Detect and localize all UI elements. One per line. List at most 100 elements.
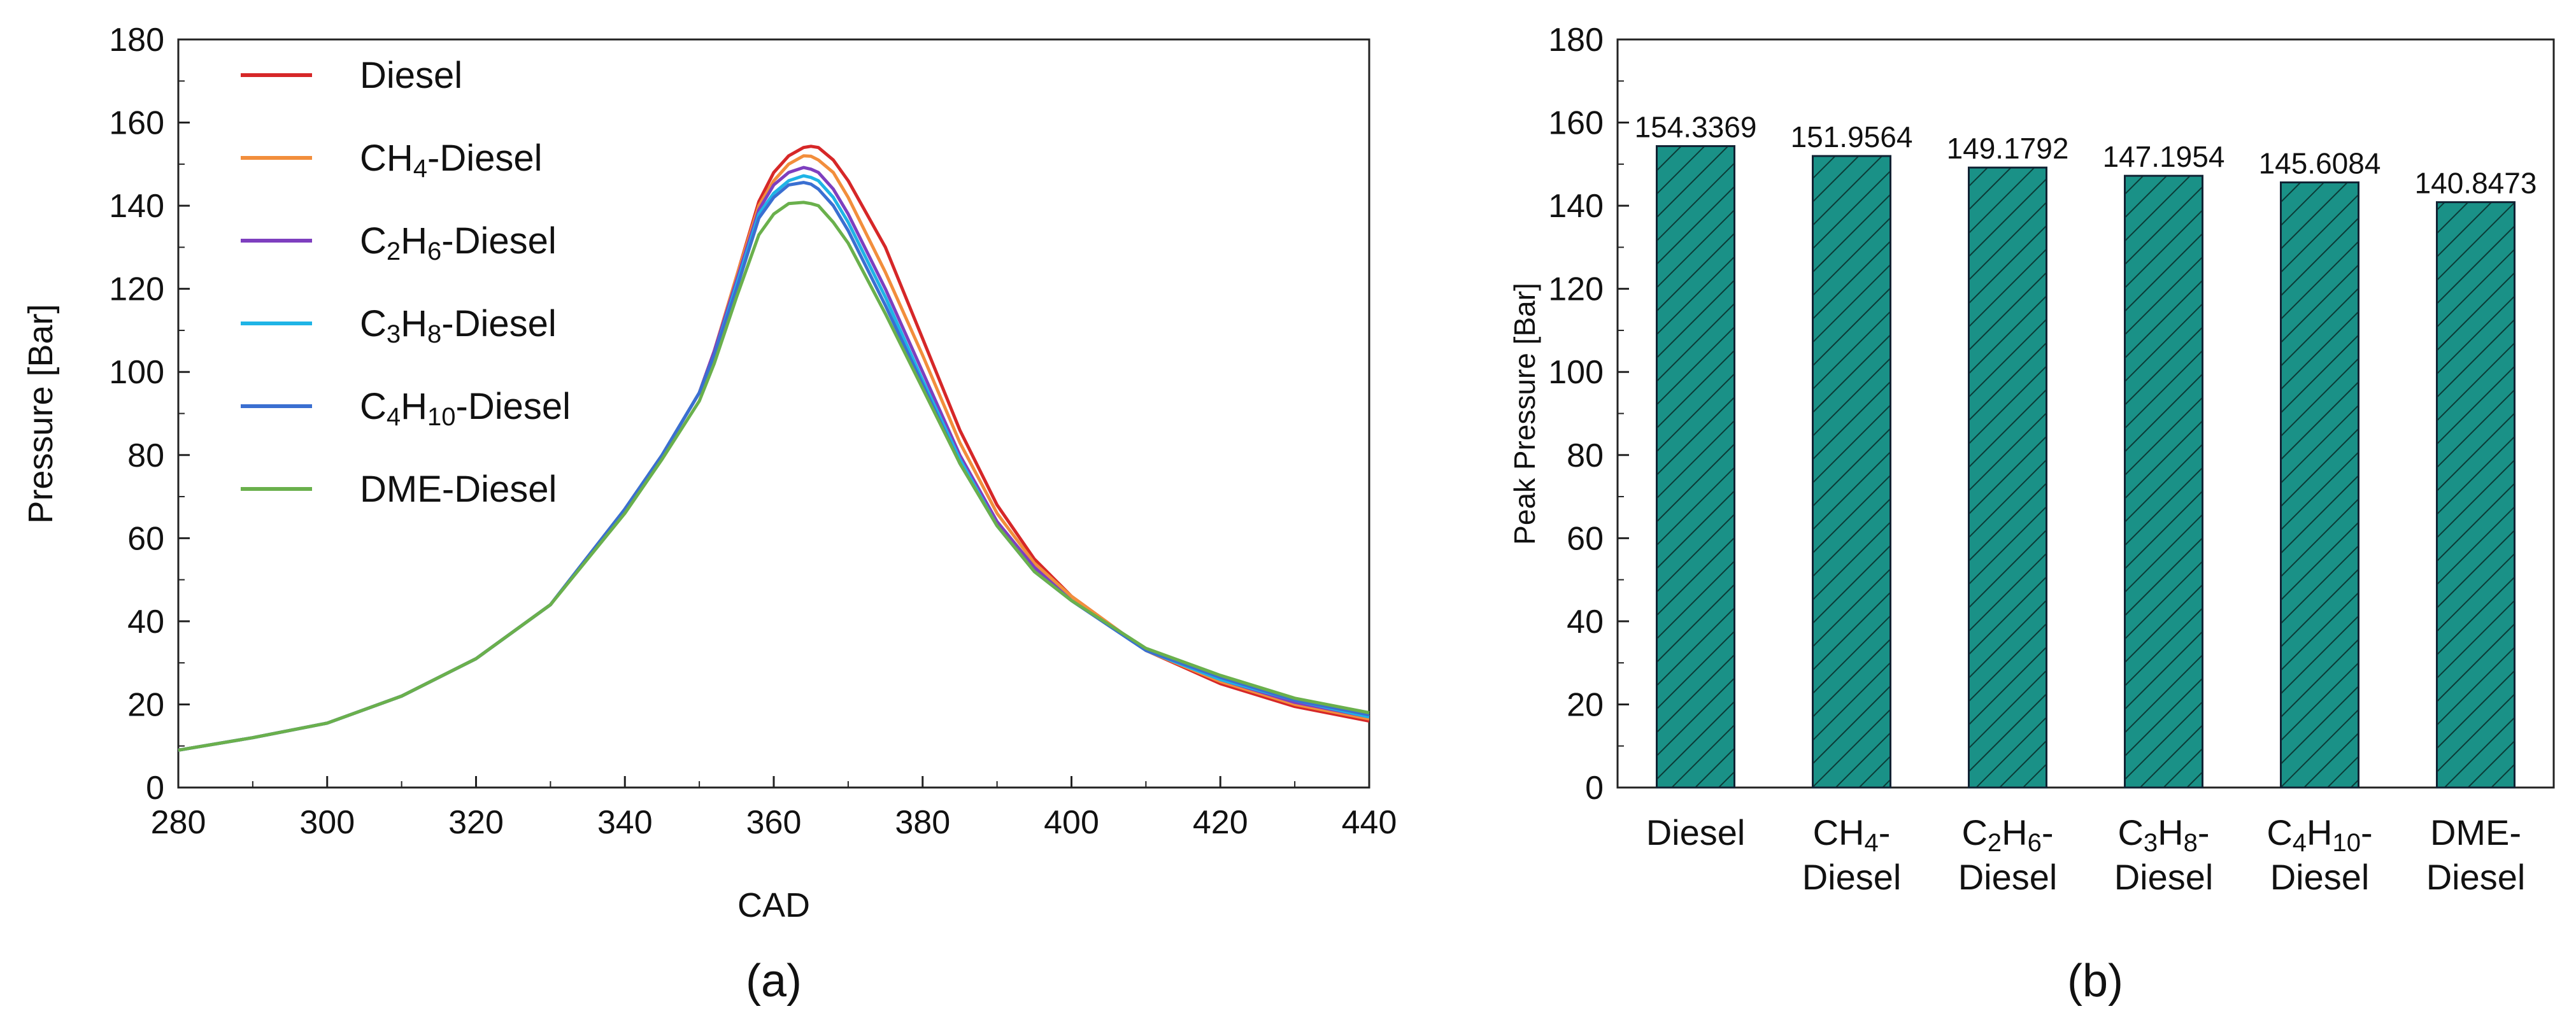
label-part: H <box>2002 812 2027 852</box>
label-part: DME- <box>2430 812 2521 852</box>
legend-label-c4h10-diesel: C4H10-Diesel <box>360 386 571 431</box>
line-chart-legend: DieselCH4-DieselC2H6-DieselC3H8-DieselC4… <box>241 55 571 510</box>
x-tick-label: 280 <box>151 804 206 841</box>
x-category-label-line2: Diesel <box>2426 857 2526 897</box>
label-part: - <box>2361 812 2373 852</box>
x-tick-label: 320 <box>448 804 504 841</box>
label-part: CH <box>360 138 413 179</box>
label-part: C <box>360 220 387 262</box>
label-part: H <box>401 220 427 262</box>
label-part: H <box>2158 812 2183 852</box>
y-tick-label: 100 <box>1548 354 1604 391</box>
label-part: Diesel <box>1646 812 1746 852</box>
label-part: C <box>360 303 387 344</box>
legend-label-dme-diesel: DME-Diesel <box>360 469 557 510</box>
label-part: DME-Diesel <box>360 469 557 510</box>
x-category-label-line2: Diesel <box>2270 857 2370 897</box>
label-part: 2 <box>1988 829 2002 857</box>
label-part: 4 <box>413 155 427 183</box>
y-tick-label: 180 <box>109 22 164 59</box>
label-part: Diesel <box>360 55 462 96</box>
label-part: C <box>1961 812 1987 852</box>
series-line-ch4-diesel <box>178 154 1370 752</box>
line-chart-caption: (a) <box>746 956 802 1007</box>
label-part: -Diesel <box>441 220 557 262</box>
x-category-label-line1: DME- <box>2430 812 2521 852</box>
y-tick-label: 120 <box>1548 271 1604 308</box>
line-chart-x-axis-title: CAD <box>737 886 810 924</box>
y-tick-label: 120 <box>109 271 164 308</box>
label-part: 4 <box>1864 829 1878 857</box>
bar-chart-bars: 154.3369Diesel151.9564CH4-Diesel149.1792… <box>1635 111 2537 897</box>
x-category-label-line2: Diesel <box>1958 857 2058 897</box>
bar-chart-plot-area <box>1616 38 2555 789</box>
bar-c3h8-diesel <box>2124 174 2203 789</box>
bar-data-label: 140.8473 <box>2415 167 2537 200</box>
label-part: 6 <box>2028 829 2042 857</box>
label-part: 8 <box>427 320 441 348</box>
label-part: 6 <box>427 237 441 265</box>
y-tick-label: 40 <box>1567 604 1604 640</box>
x-category-label-line1: C3H8- <box>2117 812 2209 857</box>
legend-label-c3h8-diesel: C3H8-Diesel <box>360 303 557 348</box>
label-part: - <box>2198 812 2210 852</box>
x-tick-label: 440 <box>1342 804 1397 841</box>
label-part: 4 <box>2293 829 2307 857</box>
label-part: 3 <box>387 320 401 348</box>
x-category-label-line2: Diesel <box>1802 857 1902 897</box>
x-category-label-line1: Diesel <box>1646 812 1746 852</box>
x-tick-label: 420 <box>1193 804 1248 841</box>
label-part: H <box>2307 812 2332 852</box>
line-chart-axes: 280 300 320 340 360 380 400 420 440 0 20 40 60 80 100 1… <box>109 22 1397 841</box>
y-tick-label: 140 <box>1548 188 1604 225</box>
bar-diesel <box>1656 145 1735 789</box>
legend-label-c2h6-diesel: C2H6-Diesel <box>360 220 557 265</box>
series-line-c2h6-diesel <box>178 166 1370 752</box>
label-part: C <box>360 386 387 427</box>
y-tick-label: 20 <box>1567 686 1604 723</box>
x-tick-label: 400 <box>1044 804 1099 841</box>
y-tick-label: 0 <box>146 770 164 807</box>
label-part: -Diesel <box>441 303 557 344</box>
bar-data-label: 145.6084 <box>2259 147 2381 180</box>
line-chart-plot-area <box>177 38 1370 789</box>
series-line-diesel <box>178 145 1370 752</box>
x-tick-label: 380 <box>895 804 950 841</box>
bar-data-label: 149.1792 <box>1947 132 2069 165</box>
label-part: - <box>2042 812 2054 852</box>
label-part: -Diesel <box>427 138 543 179</box>
x-category-label-line1: CH4- <box>1813 812 1891 857</box>
line-chart-panel: 280 300 320 340 360 380 400 420 440 0 20 40 60 80 100 1… <box>22 22 1397 1007</box>
y-tick-label: 60 <box>127 520 164 557</box>
x-tick-label: 340 <box>597 804 653 841</box>
y-tick-label: 180 <box>1548 22 1604 59</box>
x-tick-label: 300 <box>299 804 355 841</box>
label-part: CH <box>1813 812 1865 852</box>
label-part: H <box>401 386 427 427</box>
y-tick-label: 140 <box>109 188 164 225</box>
label-part: H <box>401 303 427 344</box>
legend-label-diesel: Diesel <box>360 55 462 96</box>
x-category-label-line2: Diesel <box>2114 857 2214 897</box>
y-tick-label: 160 <box>1548 105 1604 142</box>
label-part: 10 <box>2333 829 2361 857</box>
bar-chart-axes: 0 20 40 60 80 100 120 140 160 180 <box>1548 22 2477 807</box>
bar-dme-diesel <box>2436 201 2516 789</box>
x-tick-label: 360 <box>746 804 802 841</box>
label-part: 8 <box>2184 829 2198 857</box>
label-part: -Diesel <box>456 386 571 427</box>
y-tick-label: 60 <box>1567 520 1604 557</box>
label-part: C <box>2266 812 2292 852</box>
y-tick-label: 40 <box>127 604 164 640</box>
bar-data-label: 151.9564 <box>1791 120 1913 153</box>
bar-data-label: 147.1954 <box>2103 140 2225 173</box>
legend-label-ch4-diesel: CH4-Diesel <box>360 138 543 183</box>
y-tick-label: 0 <box>1585 770 1604 807</box>
line-chart-series <box>178 145 1370 752</box>
y-tick-label: 80 <box>1567 437 1604 474</box>
bar-c4h10-diesel <box>2280 181 2359 789</box>
bar-chart-caption: (b) <box>2067 956 2123 1007</box>
bar-ch4-diesel <box>1812 155 1891 789</box>
